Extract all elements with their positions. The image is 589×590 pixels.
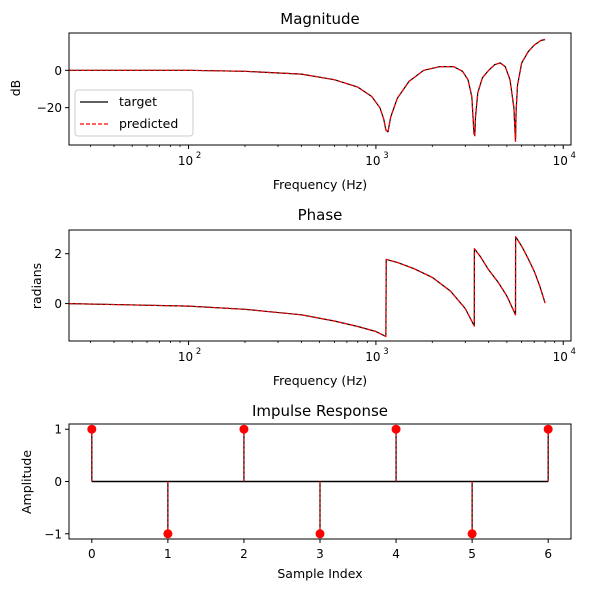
x-tick-label: 10 (365, 154, 380, 168)
magnitude-y-ticks: 0 −20 (37, 64, 69, 115)
impulse-xlabel: Sample Index (277, 566, 362, 581)
phase-panel: Phase Frequency (Hz) radians 10 2 10 3 10 4 2… (29, 206, 576, 388)
phase-y-ticks: 20 (54, 247, 69, 311)
x-tick-label: 10 (178, 154, 193, 168)
x-tick-label: 1 (164, 547, 172, 561)
magnitude-legend: target predicted (74, 89, 194, 137)
x-tick-exponent: 3 (383, 347, 388, 357)
impulse-panel: Impulse Response Sample Index Amplitude … (19, 402, 572, 581)
stem-marker (163, 529, 173, 539)
impulse-ylabel: Amplitude (19, 450, 34, 514)
stem-marker (239, 424, 249, 434)
stem-marker (467, 529, 477, 539)
impulse-y-ticks: 1 0 −1 (44, 423, 69, 541)
y-tick-label: 0 (54, 297, 62, 311)
magnitude-plot-area (69, 38, 546, 142)
series-predicted-line (68, 236, 546, 338)
stem-marker (87, 424, 97, 434)
x-tick-label: 3 (316, 547, 324, 561)
stem-marker (391, 424, 401, 434)
y-tick-label: 2 (54, 247, 62, 261)
magnitude-x-ticks: 10 2 10 3 10 4 (90, 145, 576, 168)
impulse-axes-frame (68, 423, 572, 540)
y-tick-label: −1 (44, 527, 62, 541)
y-tick-label: 0 (54, 64, 62, 78)
x-tick-label: 10 (553, 154, 568, 168)
x-tick-label: 5 (468, 547, 476, 561)
stem-marker (543, 424, 553, 434)
x-tick-exponent: 2 (196, 151, 201, 161)
phase-title: Phase (298, 206, 343, 224)
x-tick-label: 10 (178, 350, 193, 364)
phase-x-ticks: 10 2 10 3 10 4 (90, 341, 576, 364)
impulse-title: Impulse Response (252, 402, 388, 420)
phase-plot-area (68, 236, 546, 338)
x-tick-exponent: 3 (383, 151, 388, 161)
series-predicted-line (69, 38, 546, 142)
stem-marker (315, 529, 325, 539)
magnitude-xlabel: Frequency (Hz) (273, 177, 367, 192)
x-tick-label: 0 (88, 547, 96, 561)
magnitude-panel: Magnitude Frequency (Hz) dB 10 2 10 3 10 4 0−… (8, 10, 576, 192)
y-tick-label: −20 (37, 101, 62, 115)
x-tick-label: 10 (553, 350, 568, 364)
x-tick-exponent: 4 (571, 151, 576, 161)
magnitude-title: Magnitude (280, 10, 359, 28)
magnitude-ylabel: dB (8, 80, 23, 97)
legend-predicted-label: predicted (119, 116, 178, 131)
impulse-x-ticks: 0 1 2 3 4 5 6 (88, 539, 552, 561)
x-tick-exponent: 4 (571, 347, 576, 357)
x-tick-label: 2 (240, 547, 248, 561)
y-tick-label: 1 (54, 423, 62, 437)
series-target-line (68, 236, 546, 338)
phase-xlabel: Frequency (Hz) (273, 373, 367, 388)
x-tick-exponent: 2 (196, 347, 201, 357)
legend-target-label: target (119, 94, 157, 109)
phase-ylabel: radians (29, 263, 44, 309)
impulse-plot-area (87, 424, 553, 539)
x-tick-label: 10 (365, 350, 380, 364)
x-tick-label: 6 (544, 547, 552, 561)
magnitude-axes-frame (68, 32, 572, 146)
x-tick-label: 4 (392, 547, 400, 561)
phase-axes-frame (68, 229, 572, 342)
y-tick-label: 0 (54, 475, 62, 489)
